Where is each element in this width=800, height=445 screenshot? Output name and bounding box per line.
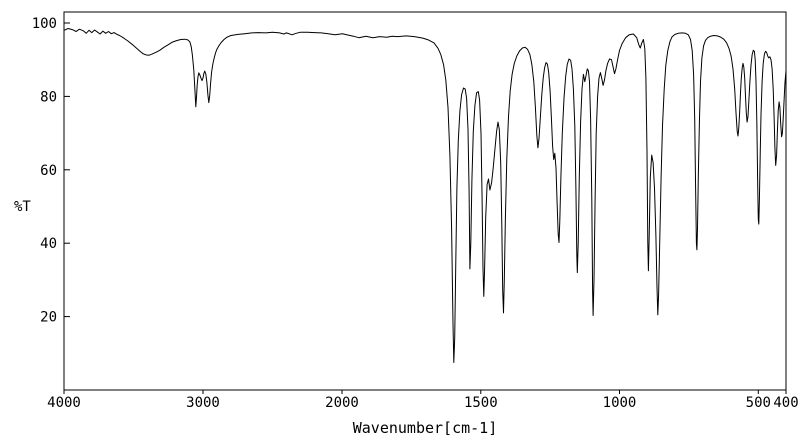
y-tick-label: 20 bbox=[40, 310, 57, 326]
x-tick-label: 500 bbox=[746, 395, 771, 411]
x-tick-label: 400 bbox=[773, 395, 798, 411]
y-tick-label: 80 bbox=[40, 89, 57, 105]
y-tick-label: 40 bbox=[40, 236, 57, 252]
y-axis-label: %T bbox=[14, 199, 31, 215]
y-tick-label: 60 bbox=[40, 163, 57, 179]
y-tick-label: 100 bbox=[32, 16, 57, 32]
y-axis-ticks: 100 80 60 40 20 bbox=[32, 16, 70, 326]
x-axis-label: Wavenumber[cm-1] bbox=[353, 419, 498, 437]
spectrum-line bbox=[63, 28, 787, 363]
plot-frame bbox=[63, 11, 787, 391]
x-tick-label: 3000 bbox=[186, 395, 220, 411]
x-tick-label: 2000 bbox=[325, 395, 359, 411]
x-tick-label: 1500 bbox=[464, 395, 498, 411]
x-axis-ticks: 4000 3000 2000 1500 1000 500 400 bbox=[47, 390, 799, 411]
x-tick-label: 4000 bbox=[47, 395, 81, 411]
x-tick-label: 1000 bbox=[603, 395, 637, 411]
